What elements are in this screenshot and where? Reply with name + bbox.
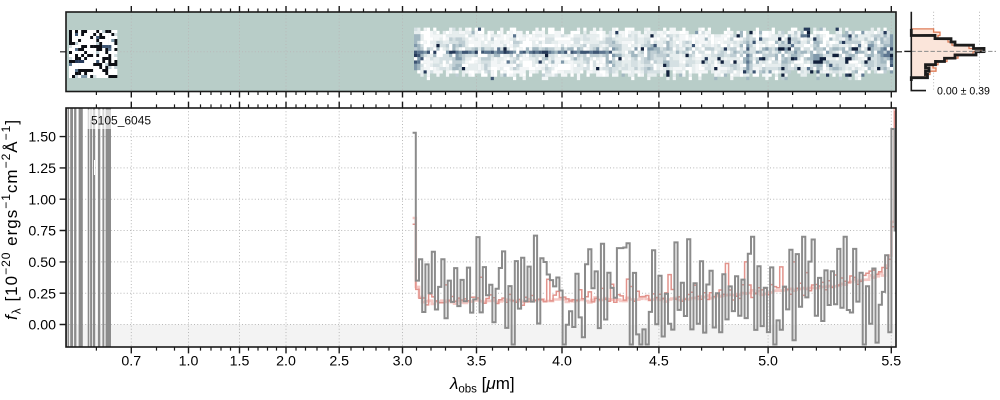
svg-text:1.25: 1.25 <box>28 161 56 177</box>
svg-text:3.0: 3.0 <box>393 354 413 370</box>
svg-text:5.5: 5.5 <box>881 354 901 370</box>
svg-text:4.0: 4.0 <box>552 354 572 370</box>
svg-text:fλ [10−20 ergs−1cm−2Å−1]: fλ [10−20 ergs−1cm−2Å−1] <box>0 119 24 320</box>
svg-text:5.0: 5.0 <box>758 354 778 370</box>
svg-text:0.00 ± 0.39: 0.00 ± 0.39 <box>937 85 990 97</box>
svg-text:λobs [μm]: λobs [μm] <box>449 374 515 396</box>
svg-text:0.25: 0.25 <box>28 286 56 302</box>
svg-text:0.75: 0.75 <box>28 224 56 240</box>
svg-text:1.0: 1.0 <box>179 354 199 370</box>
svg-text:2.5: 2.5 <box>329 354 349 370</box>
svg-text:1.00: 1.00 <box>28 192 56 208</box>
svg-text:0.50: 0.50 <box>28 255 56 271</box>
svg-text:1.50: 1.50 <box>28 130 56 146</box>
svg-text:3.5: 3.5 <box>467 354 487 370</box>
svg-text:1.5: 1.5 <box>230 354 250 370</box>
svg-text:0.7: 0.7 <box>121 354 141 370</box>
svg-text:0.00: 0.00 <box>28 318 56 334</box>
svg-text:2.0: 2.0 <box>276 354 296 370</box>
svg-text:4.5: 4.5 <box>649 354 669 370</box>
svg-text:5105_6045: 5105_6045 <box>91 113 151 127</box>
